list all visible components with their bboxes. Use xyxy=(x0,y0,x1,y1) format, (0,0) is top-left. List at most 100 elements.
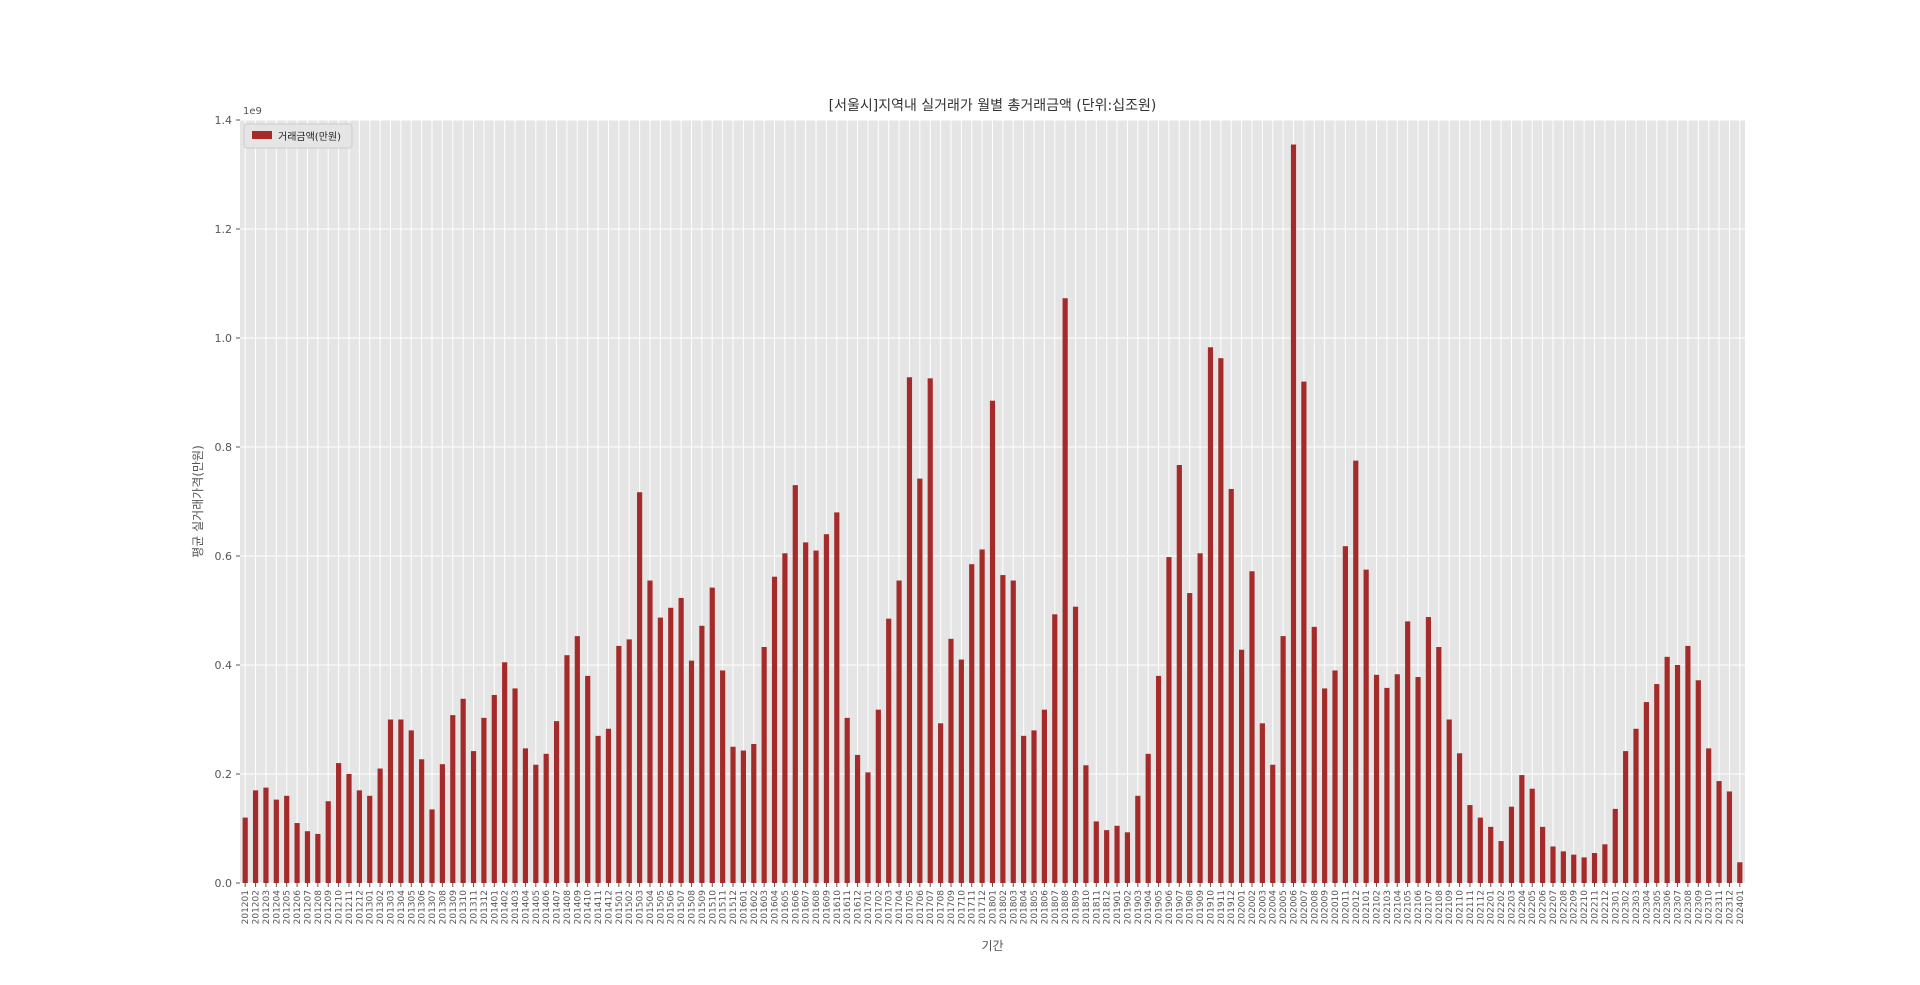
x-tick-label: 202102 xyxy=(1373,890,1383,924)
bar xyxy=(408,730,414,883)
bar xyxy=(1519,775,1525,883)
bar xyxy=(771,576,778,883)
bar xyxy=(886,618,892,883)
x-tick-label: 202007 xyxy=(1300,890,1310,924)
x-tick-label: 202208 xyxy=(1559,890,1569,925)
x-tick-label: 201502 xyxy=(625,890,635,924)
x-tick-label: 202312 xyxy=(1725,890,1735,924)
x-tick-label: 201701 xyxy=(864,890,874,924)
x-tick-label: 201912 xyxy=(1227,890,1237,924)
x-tick-label: 201306 xyxy=(418,890,428,925)
x-tick-label: 202004 xyxy=(1269,890,1279,925)
x-tick-label: 201508 xyxy=(688,890,698,925)
x-tick-label: 201403 xyxy=(511,890,521,924)
x-tick-label: 201309 xyxy=(449,890,459,925)
x-tick-label: 201509 xyxy=(698,890,708,925)
bar xyxy=(491,694,497,883)
x-tick-label: 202206 xyxy=(1539,890,1549,925)
bar xyxy=(647,580,653,883)
bar xyxy=(1290,144,1297,883)
bar xyxy=(1415,676,1421,883)
x-tick-label: 201811 xyxy=(1092,890,1102,924)
x-tick-label: 201305 xyxy=(407,890,417,924)
bar xyxy=(1207,347,1214,883)
bar xyxy=(1394,674,1400,883)
x-tick-label: 202011 xyxy=(1341,890,1351,924)
bar xyxy=(1259,723,1265,883)
x-tick-label: 201411 xyxy=(594,890,604,924)
bar xyxy=(336,763,342,883)
x-tick-label: 201907 xyxy=(1175,890,1185,924)
x-tick-label: 202201 xyxy=(1487,890,1497,924)
x-tick-label: 201511 xyxy=(719,890,729,924)
bar xyxy=(1560,851,1566,883)
bar xyxy=(709,587,715,883)
bar xyxy=(1405,621,1411,883)
bar xyxy=(1498,841,1504,883)
x-tick-label: 202303 xyxy=(1632,890,1642,924)
bar-series xyxy=(242,144,1743,884)
bar xyxy=(1488,826,1494,883)
bar xyxy=(1353,460,1359,883)
x-tick-label: 201601 xyxy=(739,890,749,924)
x-tick-label: 201412 xyxy=(604,890,614,924)
x-tick-label: 201702 xyxy=(874,890,884,924)
bar xyxy=(1218,358,1224,883)
x-tick-label: 202006 xyxy=(1290,890,1300,925)
bar xyxy=(512,688,518,883)
bar xyxy=(730,746,736,883)
bar xyxy=(668,607,674,883)
bar xyxy=(1249,571,1255,883)
y-tick-label: 0.4 xyxy=(215,659,233,672)
x-tick-label: 201711 xyxy=(968,890,978,924)
x-tick-label: 202305 xyxy=(1653,890,1663,924)
legend-label: 거래금액(만원) xyxy=(278,131,341,143)
x-tick-label: 201505 xyxy=(656,890,666,924)
bar xyxy=(1737,862,1743,883)
x-tick-label: 202109 xyxy=(1445,890,1455,925)
bar xyxy=(989,400,996,883)
bar xyxy=(1342,546,1348,883)
bar xyxy=(1633,728,1639,883)
bar xyxy=(1373,674,1380,883)
x-tick-label: 202106 xyxy=(1414,890,1424,925)
y-tick-label: 1.0 xyxy=(215,332,233,345)
x-tick-label: 201203 xyxy=(262,890,272,924)
bar xyxy=(1425,617,1432,883)
y-axis-ticks: 0.0 0.2 0.4 0.6 0.8 1.0 1.2 1.4 xyxy=(215,114,240,890)
x-tick-label: 201401 xyxy=(490,890,500,924)
x-tick-label: 202309 xyxy=(1694,890,1704,925)
x-axis-label: 기간 xyxy=(981,939,1003,953)
bar xyxy=(605,728,612,883)
bar xyxy=(1166,557,1172,883)
x-tick-label: 201901 xyxy=(1113,890,1123,924)
bar xyxy=(1322,688,1328,883)
bar xyxy=(740,750,746,883)
bar xyxy=(1477,817,1483,883)
bar xyxy=(252,790,259,883)
x-tick-label: 202401 xyxy=(1736,890,1746,924)
y-tick-label: 0.2 xyxy=(215,768,233,781)
bar xyxy=(938,723,944,883)
x-tick-label: 201908 xyxy=(1186,890,1196,925)
x-tick-label: 201605 xyxy=(781,890,791,924)
bar xyxy=(1436,647,1442,883)
bar xyxy=(1124,832,1131,883)
x-tick-label: 202209 xyxy=(1570,890,1580,925)
bar xyxy=(1280,636,1286,883)
x-tick-label: 202002 xyxy=(1248,890,1258,924)
y-tick-label: 1.4 xyxy=(215,114,233,127)
bar xyxy=(398,719,404,883)
bar xyxy=(1685,645,1691,883)
legend: 거래금액(만원) xyxy=(243,123,353,149)
bar xyxy=(387,719,394,883)
x-tick-label: 202009 xyxy=(1321,890,1331,925)
x-tick-label: 202310 xyxy=(1705,890,1715,925)
bar xyxy=(792,485,798,883)
x-tick-label: 202105 xyxy=(1404,890,1414,924)
x-tick-label: 201201 xyxy=(241,890,251,924)
bar xyxy=(325,801,331,883)
bar xyxy=(1623,751,1629,883)
x-tick-label: 201801 xyxy=(989,890,999,924)
bar xyxy=(720,670,726,883)
